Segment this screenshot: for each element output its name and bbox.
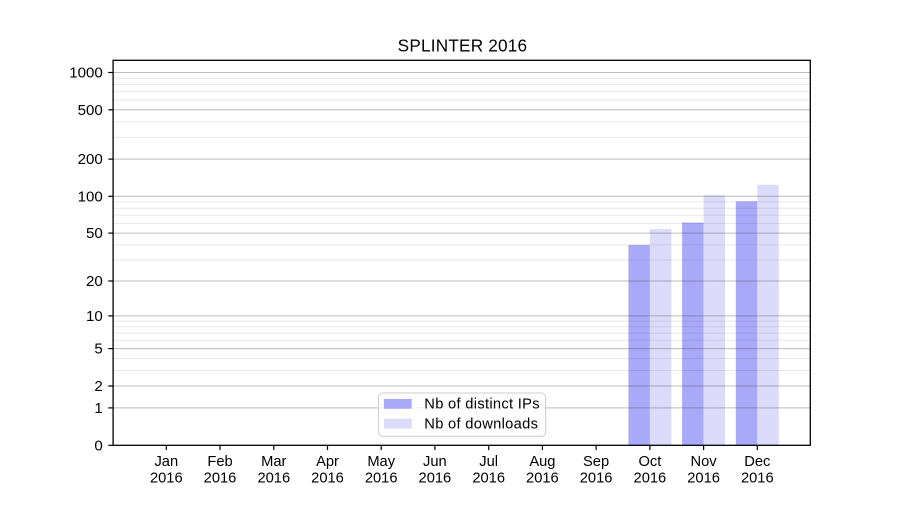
svg-text:2016: 2016 [204, 470, 237, 486]
svg-text:Sep: Sep [583, 454, 609, 470]
svg-text:May: May [367, 454, 395, 470]
svg-text:2: 2 [94, 378, 102, 395]
svg-text:Apr: Apr [316, 454, 339, 470]
svg-text:2016: 2016 [150, 470, 183, 486]
svg-text:2016: 2016 [634, 470, 667, 486]
svg-text:Nb of downloads: Nb of downloads [424, 417, 538, 433]
svg-text:5: 5 [94, 341, 102, 358]
svg-text:50: 50 [86, 225, 103, 242]
svg-text:Jul: Jul [479, 454, 498, 470]
svg-text:Aug: Aug [529, 454, 555, 470]
svg-text:Jun: Jun [423, 454, 447, 470]
svg-text:500: 500 [78, 102, 103, 119]
svg-text:SPLINTER 2016: SPLINTER 2016 [398, 35, 528, 55]
svg-text:Jan: Jan [154, 454, 178, 470]
svg-text:0: 0 [94, 437, 102, 454]
svg-text:2016: 2016 [687, 470, 720, 486]
svg-text:Oct: Oct [638, 454, 661, 470]
svg-text:Mar: Mar [261, 454, 286, 470]
svg-text:2016: 2016 [526, 470, 559, 486]
svg-text:2016: 2016 [580, 470, 613, 486]
svg-text:10: 10 [86, 308, 103, 325]
svg-text:Nb of distinct IPs: Nb of distinct IPs [424, 396, 540, 412]
svg-text:2016: 2016 [472, 470, 505, 486]
svg-text:2016: 2016 [365, 470, 398, 486]
svg-text:200: 200 [78, 151, 103, 168]
svg-text:2016: 2016 [419, 470, 452, 486]
svg-text:Feb: Feb [207, 454, 232, 470]
svg-text:2016: 2016 [257, 470, 290, 486]
svg-text:2016: 2016 [311, 470, 344, 486]
svg-text:100: 100 [78, 188, 103, 205]
svg-text:20: 20 [86, 273, 103, 290]
svg-text:1000: 1000 [69, 65, 103, 82]
svg-text:1: 1 [94, 400, 102, 417]
svg-text:2016: 2016 [741, 470, 774, 486]
svg-text:Nov: Nov [691, 454, 718, 470]
svg-text:Dec: Dec [744, 454, 770, 470]
